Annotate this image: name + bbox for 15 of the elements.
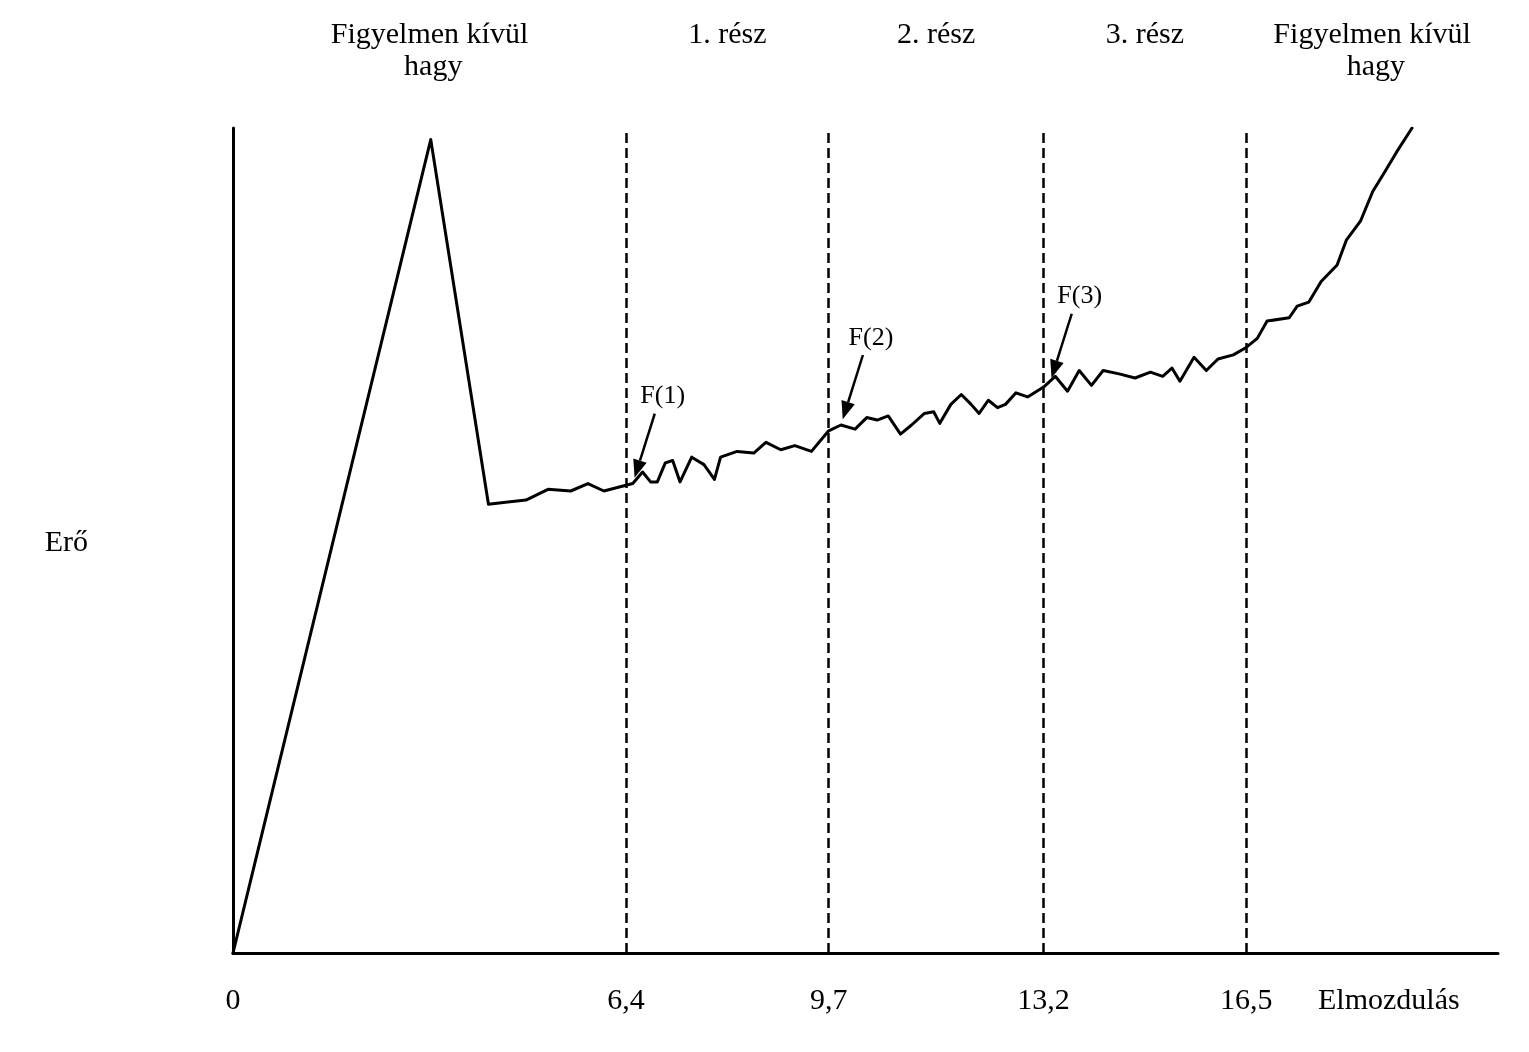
annotation: F(2) — [848, 321, 894, 351]
x-tick-label: 9,7 — [809, 981, 848, 1015]
text: Figyelmen kívül hagy — [1273, 15, 1471, 81]
x-tick-label: 13,2 — [1017, 981, 1070, 1015]
x-tick-label: 16,5 — [1219, 981, 1273, 1015]
y-axis-title: Erő — [44, 524, 88, 557]
text: 3. rész — [1105, 15, 1185, 49]
annotation: F(1) — [640, 380, 686, 410]
annotation: F(3) — [1057, 280, 1103, 310]
text: Figyelmen kívül hagy — [330, 15, 529, 81]
x-tick-label: 6,4 — [607, 981, 645, 1015]
text: 1. rész — [688, 15, 767, 49]
x-tick-label: 0 — [225, 981, 241, 1015]
text: 2. rész — [896, 15, 976, 49]
x-axis-title: Elmozdulás — [1318, 981, 1460, 1015]
